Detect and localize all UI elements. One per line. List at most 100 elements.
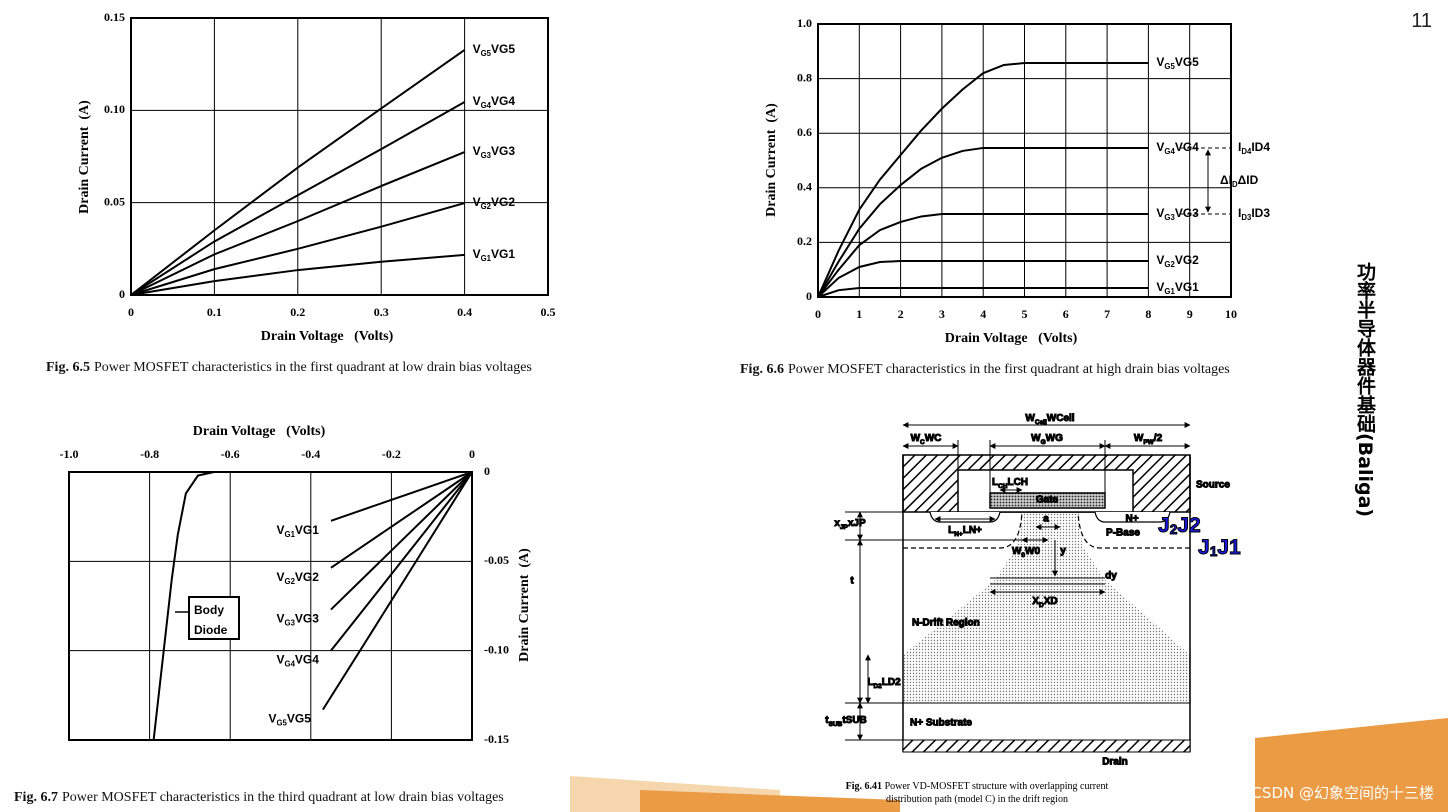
region-label: N+ bbox=[1125, 514, 1138, 525]
y-tick-label: -0.15 bbox=[484, 732, 509, 746]
y-tick-label: 0.4 bbox=[797, 180, 812, 194]
y-tick-label: 0.8 bbox=[797, 70, 812, 84]
y-tick-label: -0.05 bbox=[484, 553, 509, 567]
decor-shape bbox=[1255, 718, 1448, 812]
diagram-caption: Fig. 6.41 Power VD-MOSFET structure with… bbox=[832, 780, 1122, 806]
x-axis-title: Drain Voltage (Volts) bbox=[945, 331, 1078, 346]
x-tick-label: 3 bbox=[939, 307, 945, 321]
watermark: CSDN @幻象空间的十三楼 bbox=[1251, 784, 1434, 802]
decor-shape bbox=[640, 790, 900, 812]
y-tick-label: -0.10 bbox=[484, 642, 509, 656]
x-tick-label: 5 bbox=[1022, 307, 1028, 321]
annotation: ΔIDΔID bbox=[1220, 173, 1259, 189]
mosfet-diagram: WCellWCell WCWC WGWG WPW/2 LCHLCH Gate a… bbox=[825, 412, 1242, 768]
y-tick-label: 0.15 bbox=[104, 10, 125, 24]
y-tick-label: 1.0 bbox=[797, 16, 812, 30]
series-label: Body Diode bbox=[188, 596, 240, 640]
x-tick-label: 4 bbox=[980, 307, 986, 321]
x-tick-label: 0 bbox=[469, 447, 475, 461]
series-label: VG5VG5 bbox=[473, 42, 516, 58]
caption-label: Fig. 6.5 bbox=[46, 360, 90, 375]
series-line bbox=[330, 471, 473, 611]
dim-label: tSUBtSUB bbox=[825, 715, 867, 728]
caption-label: Fig. 6.7 bbox=[14, 790, 58, 805]
x-tick-label: 6 bbox=[1063, 307, 1069, 321]
x-tick-label: -0.6 bbox=[221, 447, 240, 461]
series-line bbox=[130, 253, 465, 296]
terminal-label: Source bbox=[1196, 480, 1230, 491]
y-axis-title: Drain Current (A) bbox=[764, 103, 779, 217]
caption-text: Power MOSFET characteristics in the firs… bbox=[787, 362, 1230, 377]
annotation: ID4ID4 bbox=[1238, 140, 1270, 156]
x-tick-label: 9 bbox=[1187, 307, 1193, 321]
y-axis-title: Drain Current (A) bbox=[517, 548, 532, 662]
gate bbox=[989, 492, 1106, 509]
junction-label: J2J2 bbox=[1158, 514, 1201, 537]
series-line bbox=[322, 471, 473, 711]
terminal-label: Drain bbox=[1102, 757, 1128, 768]
series-label: VG3VG3 bbox=[277, 612, 320, 628]
x-tick-label: 0.3 bbox=[374, 305, 389, 319]
dim-label: W0W0 bbox=[1012, 546, 1041, 559]
series-label: VG4VG4 bbox=[277, 653, 320, 669]
dim-label: xJPxJP bbox=[834, 518, 866, 531]
region-label: P-Base bbox=[1106, 528, 1140, 539]
region-label: N+ Substrate bbox=[910, 718, 972, 729]
x-tick-label: 10 bbox=[1225, 307, 1237, 321]
dim-label: a bbox=[1043, 514, 1049, 525]
x-tick-label: 0 bbox=[815, 307, 821, 321]
x-tick-label: 0.4 bbox=[457, 305, 472, 319]
dim-label: WPW/2 bbox=[1134, 433, 1163, 446]
y-tick-label: 0 bbox=[484, 464, 490, 478]
dim-label: y bbox=[1060, 546, 1066, 557]
series-line bbox=[330, 471, 473, 569]
x-tick-label: 0 bbox=[128, 305, 134, 319]
y-tick-label: 0 bbox=[119, 287, 125, 301]
caption-text: Power MOSFET characteristics in the thir… bbox=[61, 790, 504, 805]
current-path bbox=[903, 512, 1190, 703]
series-label: VG1VG1 bbox=[1156, 280, 1199, 296]
x-tick-label: -0.8 bbox=[140, 447, 159, 461]
series-label: VG4VG4 bbox=[1156, 140, 1199, 156]
drain-metal bbox=[902, 739, 1191, 753]
series-label: VG1VG1 bbox=[473, 247, 516, 263]
figure-caption: Fig. 6.7 Power MOSFET characteristics in … bbox=[14, 790, 504, 806]
series-line bbox=[130, 151, 465, 296]
series-label: VG5VG5 bbox=[1156, 55, 1199, 71]
x-tick-label: 8 bbox=[1145, 307, 1151, 321]
dim-label: WGWG bbox=[1031, 433, 1063, 446]
caption-text: Power MOSFET characteristics in the firs… bbox=[93, 360, 532, 375]
x-tick-label: 0.2 bbox=[290, 305, 305, 319]
series-line bbox=[130, 101, 466, 296]
series-line bbox=[130, 49, 466, 296]
figure-caption: Fig. 6.6 Power MOSFET characteristics in … bbox=[740, 362, 1230, 378]
junction-label: J1J1 bbox=[1198, 536, 1241, 559]
y-tick-label: 0.05 bbox=[104, 194, 125, 208]
series-label: VG1VG1 bbox=[277, 523, 320, 539]
dim-label: t bbox=[850, 576, 854, 587]
x-tick-label: -0.2 bbox=[382, 447, 401, 461]
p-base-edge bbox=[903, 511, 1023, 549]
plot-frame bbox=[817, 23, 1232, 298]
x-tick-label: -1.0 bbox=[60, 447, 79, 461]
x-tick-label: 1 bbox=[856, 307, 862, 321]
n-plus-region bbox=[929, 511, 1001, 523]
y-tick-label: 0.10 bbox=[104, 102, 125, 116]
series-line bbox=[817, 62, 1149, 298]
figure-caption: Fig. 6.5 Power MOSFET characteristics in … bbox=[46, 360, 532, 376]
y-tick-label: 0.2 bbox=[797, 234, 812, 248]
n-plus-region bbox=[1094, 511, 1171, 523]
series-line bbox=[130, 202, 465, 296]
series-label: VG5VG5 bbox=[268, 712, 311, 728]
series-line bbox=[330, 471, 473, 652]
caption-label: Fig. 6.41 bbox=[845, 781, 883, 792]
x-tick-label: 7 bbox=[1104, 307, 1110, 321]
dim-label: dy bbox=[1105, 571, 1117, 582]
caption-label: Fig. 6.6 bbox=[740, 362, 784, 377]
dim-label: WCellWCell bbox=[1025, 413, 1074, 426]
region-label: N-Drift Region bbox=[912, 618, 980, 629]
series-label: VG3VG3 bbox=[1156, 206, 1199, 222]
series-label: VG2VG2 bbox=[473, 195, 516, 211]
series-label: VG2VG2 bbox=[1156, 253, 1199, 269]
